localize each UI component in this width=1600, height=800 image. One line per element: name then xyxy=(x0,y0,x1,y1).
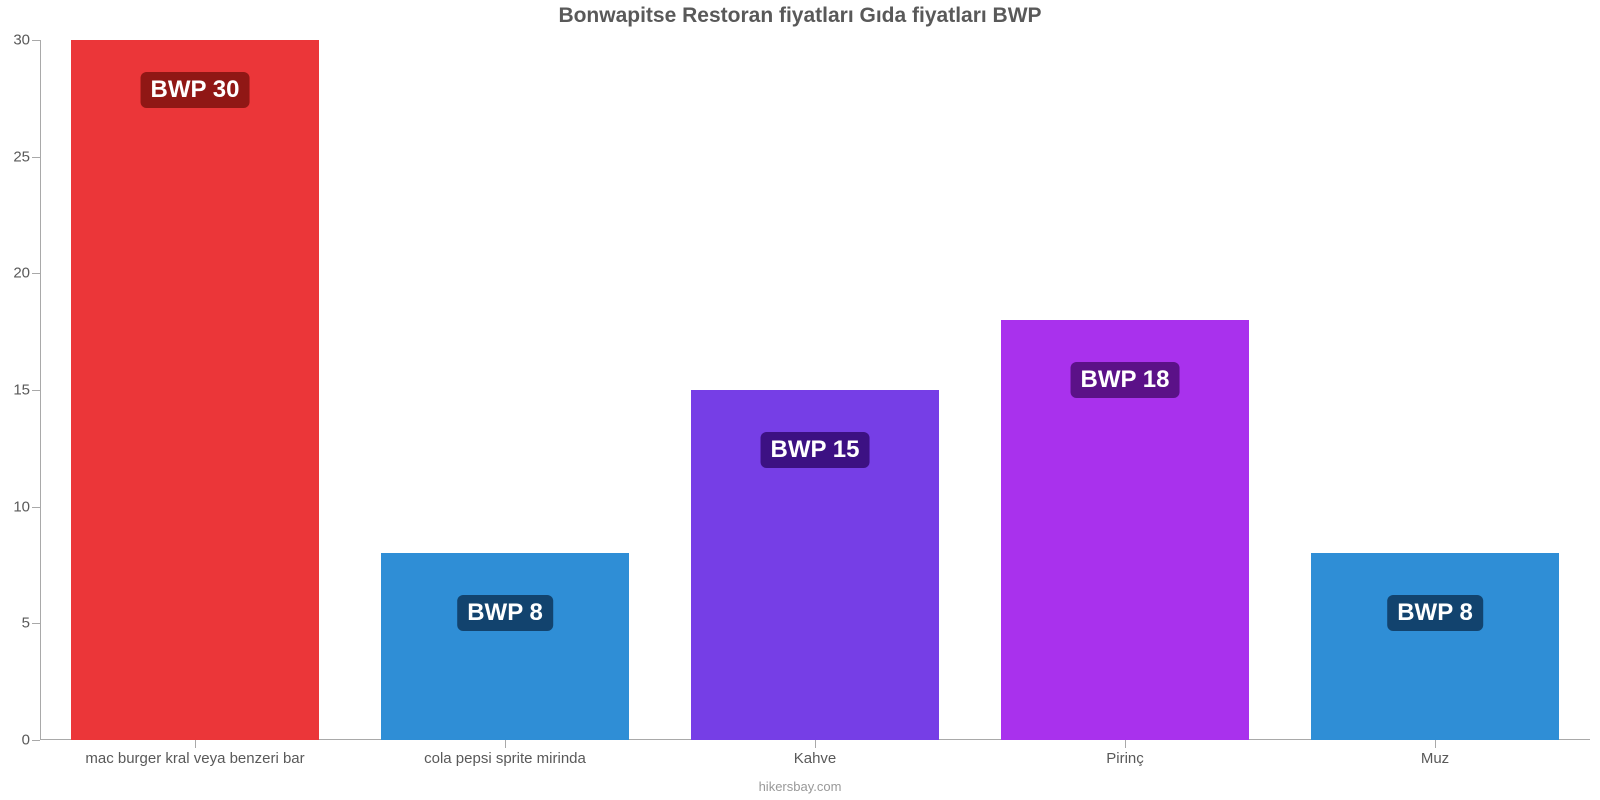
x-tick-label: Muz xyxy=(1421,750,1449,767)
y-tick-label: 15 xyxy=(13,382,30,399)
x-tick xyxy=(505,740,506,748)
y-tick xyxy=(32,507,40,508)
y-tick-label: 25 xyxy=(13,148,30,165)
y-tick xyxy=(32,157,40,158)
y-tick xyxy=(32,273,40,274)
chart-title: Bonwapitse Restoran fiyatları Gıda fiyat… xyxy=(0,4,1600,28)
x-tick xyxy=(815,740,816,748)
y-tick xyxy=(32,740,40,741)
chart-credit: hikersbay.com xyxy=(0,779,1600,794)
bar-chart: Bonwapitse Restoran fiyatları Gıda fiyat… xyxy=(0,0,1600,800)
y-tick-label: 30 xyxy=(13,32,30,49)
y-tick-label: 0 xyxy=(22,732,30,749)
x-tick xyxy=(1125,740,1126,748)
y-tick-label: 5 xyxy=(22,615,30,632)
bar: BWP 8 xyxy=(1311,553,1559,740)
bar: BWP 8 xyxy=(381,553,629,740)
x-tick xyxy=(195,740,196,748)
x-tick-label: mac burger kral veya benzeri bar xyxy=(85,750,304,767)
x-tick xyxy=(1435,740,1436,748)
y-tick-label: 20 xyxy=(13,265,30,282)
y-tick xyxy=(32,623,40,624)
plot-area: 051015202530BWP 30mac burger kral veya b… xyxy=(40,40,1590,740)
bar: BWP 18 xyxy=(1001,320,1249,740)
x-tick-label: cola pepsi sprite mirinda xyxy=(424,750,586,767)
y-tick-label: 10 xyxy=(13,498,30,515)
bar-value-label: BWP 30 xyxy=(141,72,250,108)
bar-value-label: BWP 8 xyxy=(1387,595,1483,631)
bar-value-label: BWP 18 xyxy=(1071,362,1180,398)
y-axis-line xyxy=(40,40,41,740)
y-tick xyxy=(32,40,40,41)
bar-value-label: BWP 15 xyxy=(761,432,870,468)
bar-value-label: BWP 8 xyxy=(457,595,553,631)
bar: BWP 15 xyxy=(691,390,939,740)
x-tick-label: Pirinç xyxy=(1106,750,1144,767)
y-tick xyxy=(32,390,40,391)
bar: BWP 30 xyxy=(71,40,319,740)
x-tick-label: Kahve xyxy=(794,750,837,767)
